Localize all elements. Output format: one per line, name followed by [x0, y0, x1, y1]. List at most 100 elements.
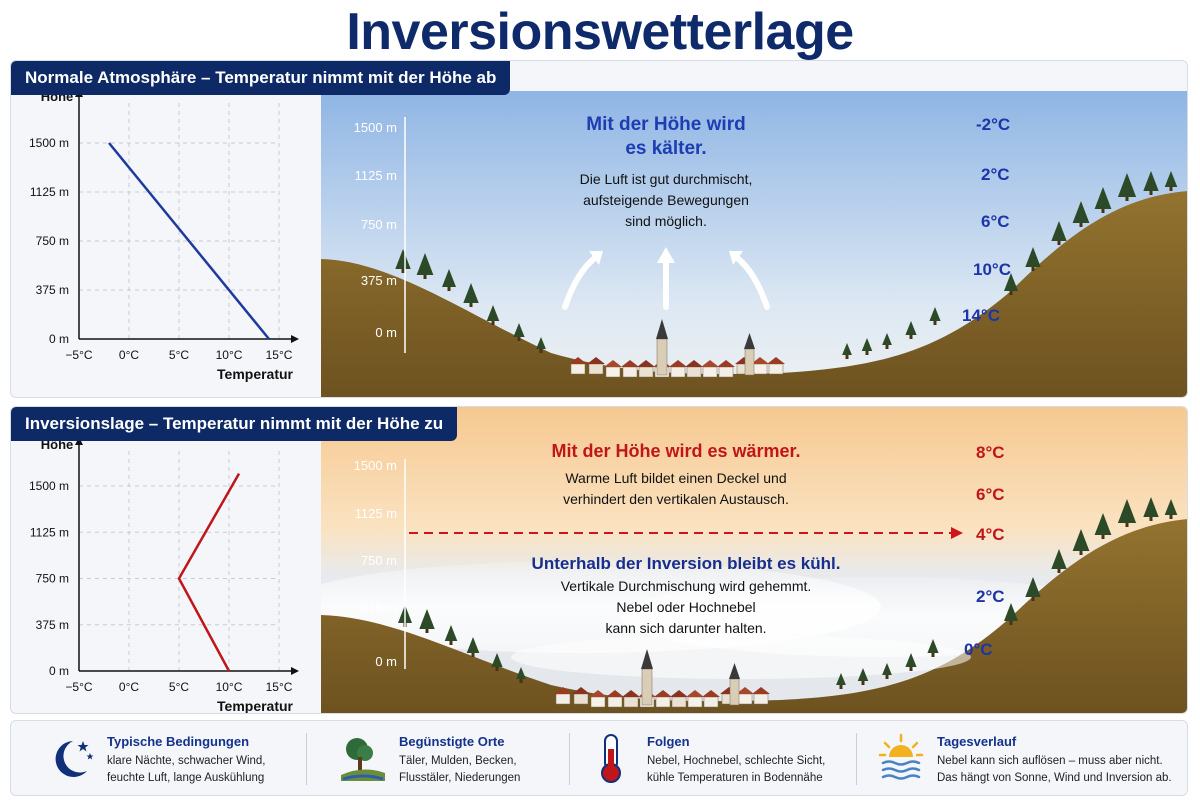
- temperature-label: -2°C: [976, 115, 1011, 134]
- footer-item-title: Folgen: [647, 734, 690, 749]
- footer-text-line: Täler, Mulden, Becken,: [399, 755, 517, 767]
- temperature-label: 2°C: [976, 587, 1005, 606]
- house: [669, 360, 687, 378]
- info-footer: Typische Bedingungen klare Nächte, schwa…: [10, 720, 1188, 796]
- x-tick-label: 5°C: [169, 348, 189, 362]
- house: [554, 687, 572, 705]
- altitude-label: 750 m: [360, 553, 397, 568]
- x-tick-label: 10°C: [216, 348, 243, 362]
- footer-item-consequences: Folgen Nebel, Hochnebel, schlechte Sicht…: [587, 721, 847, 797]
- altitude-label: 1500 m: [353, 120, 397, 135]
- house: [587, 357, 605, 375]
- y-tick-label: 0 m: [49, 664, 69, 678]
- tree: [513, 323, 525, 341]
- tree: [536, 337, 546, 353]
- tree-valley-icon: [341, 738, 385, 781]
- tree: [486, 305, 500, 325]
- tree: [1072, 201, 1090, 227]
- x-tick-label: −5°C: [65, 348, 92, 362]
- house: [622, 690, 640, 708]
- footer-item-title: Typische Bedingungen: [107, 734, 250, 749]
- tree: [1072, 529, 1090, 555]
- tree: [927, 639, 939, 657]
- inversion-lower-line: kann sich darunter halten.: [605, 620, 767, 636]
- footer-text-line: feuchte Luft, lange Auskühlung: [107, 772, 265, 784]
- normal-banner: Normale Atmosphäre – Temperatur nimmt mi…: [11, 61, 511, 95]
- tree: [442, 269, 456, 291]
- tree: [1143, 171, 1159, 195]
- y-tick-label: 0 m: [49, 332, 69, 346]
- temperature-label: 0°C: [964, 640, 993, 659]
- tree-group: [398, 497, 1178, 689]
- normal-heading-line2: es kälter.: [625, 138, 707, 159]
- tree: [516, 667, 526, 683]
- inversion-banner: Inversionslage – Temperatur nimmt mit de…: [11, 407, 458, 441]
- x-axis-arrow: [291, 667, 299, 675]
- normal-profile-chart: 0 m 375 m 750 m 1125 m 1500 m −5°C 0°C 5°C 10°C 1…: [29, 89, 299, 382]
- page-title: Inversionswetterlage: [346, 3, 854, 61]
- temperature-label: 6°C: [976, 485, 1005, 504]
- inversion-lower-explanation: Unterhalb der Inversion bleibt es kühl. …: [496, 553, 876, 639]
- normal-scene: 1500 m 1125 m 750 m 375 m 0 m -2°C 2°C 6…: [321, 61, 1187, 397]
- tree-group: [395, 171, 1178, 359]
- house: [654, 690, 672, 708]
- temperature-label: 8°C: [976, 443, 1005, 462]
- footer-item-title: Tagesverlauf: [937, 734, 1017, 749]
- valley-hills: [321, 519, 1187, 713]
- altitude-label: 750 m: [360, 217, 397, 232]
- altitude-label: 375 m: [360, 600, 397, 615]
- x-axis-title: Temperatur: [217, 366, 294, 382]
- inversion-lower-line: Nebel oder Hochnebel: [616, 599, 756, 615]
- footer-text-line: Das hängt von Sonne, Wind und Inversion …: [937, 772, 1172, 784]
- x-tick-label: −5°C: [65, 680, 92, 694]
- y-tick-label: 375 m: [36, 618, 69, 632]
- x-tick-label: 0°C: [119, 680, 139, 694]
- footer-item-text: Täler, Mulden, Becken, Flusstäler, Niede…: [399, 753, 520, 787]
- village: [569, 319, 785, 378]
- y-tick-label: 1500 m: [29, 136, 69, 150]
- normal-text-line: aufsteigende Bewegungen: [583, 192, 749, 208]
- footer-item-title: Begünstigte Orte: [399, 734, 505, 749]
- tree: [1051, 221, 1067, 245]
- altitude-label: 1500 m: [353, 458, 397, 473]
- church-tower: [656, 319, 668, 376]
- footer-item-daily-course: Tagesverlauf Nebel kann sich auflösen – …: [877, 721, 1183, 797]
- temperature-profile-line: [177, 473, 241, 672]
- thermometer-icon: [601, 734, 621, 783]
- altitude-label: 0 m: [375, 654, 397, 669]
- y-axis-arrow: [75, 437, 83, 445]
- y-tick-label: 750 m: [36, 234, 69, 248]
- tree: [1164, 171, 1178, 191]
- house: [752, 687, 770, 705]
- footer-text-line: Nebel kann sich auflösen – muss aber nic…: [937, 755, 1163, 767]
- tree: [882, 663, 892, 679]
- inversion-explanation: Mit der Höhe wird es wärmer. Warme Luft …: [511, 441, 841, 510]
- normal-panel: Normale Atmosphäre – Temperatur nimmt mi…: [10, 60, 1188, 398]
- footer-item-text: klare Nächte, schwacher Wind, feuchte Lu…: [107, 753, 266, 787]
- temperature-label: 4°C: [976, 525, 1005, 544]
- normal-explanation: Mit der Höhe wird es kälter. Die Luft is…: [521, 113, 811, 232]
- inversion-heading: Mit der Höhe wird es wärmer.: [551, 441, 801, 461]
- tree: [857, 668, 869, 685]
- tree: [842, 343, 852, 359]
- house: [589, 690, 607, 708]
- footer-text-line: Flusstäler, Niederungen: [399, 772, 521, 784]
- tree: [1094, 187, 1112, 213]
- footer-divider: [306, 733, 307, 785]
- footer-divider: [856, 733, 857, 785]
- tree: [1094, 513, 1112, 539]
- footer-item-text: Nebel kann sich auflösen – muss aber nic…: [937, 753, 1172, 787]
- normal-landscape: [321, 91, 1187, 397]
- sun-fog-icon: [878, 733, 924, 780]
- tree: [1004, 603, 1018, 625]
- inversion-line-arrowhead: [951, 527, 963, 539]
- house: [685, 360, 703, 378]
- x-tick-label: 10°C: [216, 680, 243, 694]
- house: [670, 690, 688, 708]
- x-tick-label: 15°C: [266, 348, 293, 362]
- tree: [836, 673, 846, 689]
- tree: [1004, 273, 1018, 295]
- y-tick-label: 375 m: [36, 283, 69, 297]
- x-axis-arrow: [291, 335, 299, 343]
- tree: [419, 609, 435, 633]
